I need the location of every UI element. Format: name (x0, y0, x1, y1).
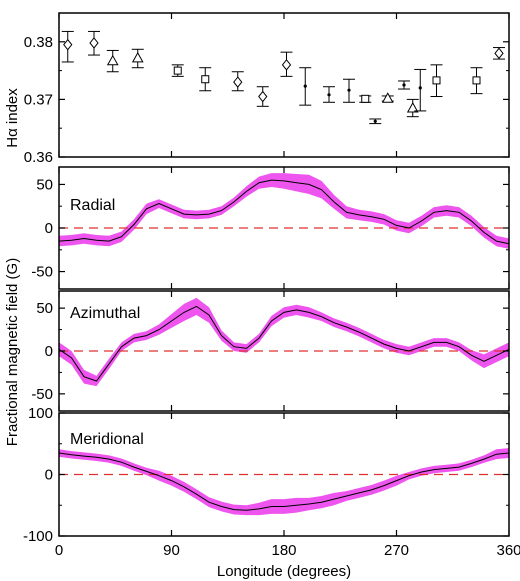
triangle-marker (406, 102, 419, 113)
halpha-point (171, 64, 184, 77)
diamond-marker (63, 38, 73, 51)
dot-marker (303, 84, 307, 88)
halpha-point (280, 51, 293, 77)
diamond-marker (494, 47, 504, 60)
radial-line (58, 179, 510, 245)
y-tick-label: 0 (45, 467, 53, 484)
halpha-point (323, 86, 335, 103)
y-tick-label: 0 (45, 343, 53, 360)
dot-marker (418, 86, 422, 90)
halpha-axes-frame (58, 12, 510, 158)
y-tick-label: 50 (36, 300, 53, 317)
field-line (58, 452, 510, 511)
uncertainty-band (59, 173, 509, 249)
halpha-point (398, 80, 410, 90)
azimuthal-annotation: Azimuthal (70, 305, 140, 322)
uncertainty-band (59, 448, 509, 516)
x-tick-label: 360 (496, 542, 520, 559)
meridional-axes-frame (58, 412, 510, 537)
square-marker (432, 76, 441, 85)
halpha-point (343, 78, 355, 103)
y-tick-label: 100 (28, 405, 53, 422)
triangle-marker (106, 54, 119, 66)
triangle-marker (131, 51, 144, 63)
halpha-markers (61, 30, 505, 125)
y-tick-label: 50 (36, 176, 53, 193)
halpha-point (430, 64, 443, 98)
halpha-point (470, 67, 483, 95)
diamond-marker (258, 90, 268, 103)
halpha-point (299, 67, 312, 106)
panel-radial: -50 0 50 Radial (31, 166, 510, 290)
y-tick-label: -100 (23, 528, 53, 545)
halpha-point (61, 30, 74, 63)
halpha-point (381, 92, 394, 103)
meridional-line (58, 452, 510, 511)
field-line (58, 305, 510, 382)
square-marker (361, 94, 370, 103)
halpha-point (493, 47, 505, 60)
dot-marker (327, 93, 331, 97)
diamond-marker (233, 76, 243, 88)
halpha-point (131, 48, 144, 69)
diamond-marker (89, 37, 99, 49)
azimuthal-band (59, 297, 509, 387)
shared-ylabel: Fractional magnetic field (G) (4, 258, 21, 446)
dot-marker (373, 119, 377, 123)
radial-axes-frame (58, 166, 510, 290)
x-axis-label: Longitude (degrees) (217, 563, 351, 580)
halpha-point (199, 67, 212, 92)
halpha-point (406, 98, 419, 118)
dot-marker (402, 83, 406, 87)
radial-ticks: -50 0 50 (31, 167, 510, 289)
halpha-point (369, 118, 382, 125)
y-tick-label: 0.37 (24, 91, 53, 108)
azimuthal-line (58, 305, 510, 382)
y-tick-label: 0.36 (24, 149, 53, 166)
y-tick-label: -50 (31, 264, 53, 281)
triangle-marker (381, 92, 394, 103)
panel-halpha: 0.36 0.37 0.38 Hα index (4, 12, 510, 166)
halpha-point (231, 71, 244, 92)
field-line (58, 179, 510, 245)
square-marker (173, 66, 182, 75)
meridional-band (59, 448, 509, 516)
dot-marker (347, 88, 351, 92)
halpha-point (359, 94, 372, 103)
y-tick-label: 0 (45, 220, 53, 237)
radial-annotation: Radial (70, 197, 115, 214)
x-tick-label: 0 (55, 542, 63, 559)
square-marker (472, 76, 481, 85)
x-tick-label: 270 (384, 542, 409, 559)
azimuthal-ticks: -50 0 50 (31, 291, 510, 411)
x-tick-label: 180 (271, 542, 296, 559)
halpha-point (256, 86, 269, 107)
meridional-annotation: Meridional (70, 431, 144, 448)
halpha-point (88, 30, 100, 56)
square-marker (201, 75, 210, 84)
panel-azimuthal: -50 0 50 Azimuthal (31, 290, 510, 412)
uncertainty-band (59, 297, 509, 387)
x-tick-label: 90 (163, 542, 180, 559)
halpha-ylabel: Hα index (4, 88, 21, 148)
y-tick-label: 0.38 (24, 34, 53, 51)
halpha-point (414, 68, 427, 112)
halpha-point (106, 49, 119, 73)
y-tick-label: -50 (31, 386, 53, 403)
azimuthal-axes-frame (58, 290, 510, 412)
radial-band (59, 173, 509, 249)
diamond-marker (281, 59, 292, 71)
